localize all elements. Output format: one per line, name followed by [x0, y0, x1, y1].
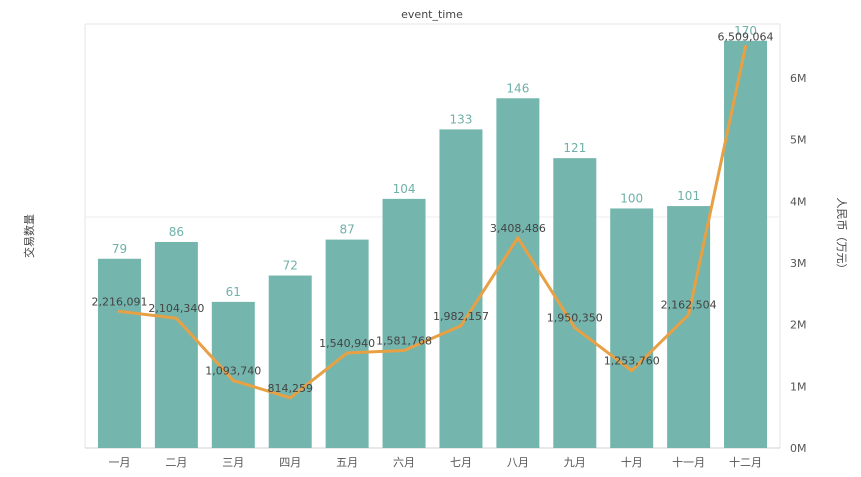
line-point	[288, 396, 292, 400]
y-right-tick-label: 2M	[790, 319, 807, 332]
x-tick-label: 三月	[222, 456, 244, 469]
bar-value-label: 146	[506, 81, 529, 95]
line-value-label: 1,982,157	[433, 310, 489, 323]
line-value-label: 6,509,064	[718, 31, 774, 44]
bar-value-label: 104	[393, 182, 416, 196]
bar-value-label: 101	[677, 189, 700, 203]
bar-value-label: 170	[734, 24, 757, 38]
bar	[325, 239, 369, 448]
line-value-label: 1,950,350	[547, 312, 603, 325]
line-value-label: 2,216,091	[91, 295, 147, 308]
line-value-label: 3,408,486	[490, 222, 546, 235]
line-point	[516, 236, 520, 240]
line-point	[345, 351, 349, 355]
x-tick-label: 十一月	[672, 455, 705, 469]
line-value-label: 1,093,740	[205, 365, 261, 378]
bar	[724, 40, 768, 448]
y-right-tick-label: 3M	[790, 257, 807, 270]
bar	[382, 198, 426, 448]
chart-title: event_time	[401, 8, 463, 21]
y-right-tick-label: 4M	[790, 195, 807, 208]
bar-value-label: 61	[226, 285, 241, 299]
x-tick-label: 五月	[336, 456, 358, 469]
y-right-tick-label: 0M	[790, 442, 807, 455]
bar-value-label: 121	[563, 141, 586, 155]
bar	[268, 275, 312, 448]
line-value-label: 1,581,768	[376, 334, 432, 347]
bar-value-label: 133	[450, 112, 473, 126]
line-value-label: 2,104,340	[148, 302, 204, 315]
line-value-label: 1,540,940	[319, 337, 375, 350]
bar-value-label: 79	[112, 242, 127, 256]
x-tick-label: 二月	[165, 456, 187, 469]
line-point	[687, 313, 691, 317]
line-point	[573, 326, 577, 330]
x-tick-label: 六月	[393, 456, 415, 469]
bar-value-label: 72	[283, 259, 298, 273]
bar	[496, 98, 540, 448]
x-tick-label: 七月	[450, 456, 472, 469]
y-left-axis-title: 交易数量	[22, 214, 36, 258]
line-point	[630, 369, 634, 373]
y-right-axis-title: 人民币（万元）	[835, 198, 848, 275]
y-right-tick-label: 1M	[790, 380, 807, 393]
bar-value-label: 87	[339, 223, 354, 237]
bar	[610, 208, 654, 448]
y-right-tick-label: 5M	[790, 134, 807, 147]
line-value-label: 814,259	[267, 382, 313, 395]
x-tick-label: 十月	[621, 455, 643, 469]
line-value-label: 1,253,760	[604, 355, 660, 368]
x-tick-label: 九月	[564, 456, 586, 469]
line-series	[117, 45, 748, 400]
line-point	[402, 348, 406, 352]
line-point	[231, 379, 235, 383]
x-tick-label: 四月	[279, 456, 301, 469]
line-point	[744, 45, 748, 49]
y-right-tick-label: 6M	[790, 72, 807, 85]
line-value-label: 2,162,504	[661, 299, 717, 312]
x-tick-label: 一月	[108, 456, 130, 469]
x-tick-label: 十二月	[729, 455, 762, 469]
bar-value-label: 100	[620, 191, 643, 205]
line-point	[174, 316, 178, 320]
line-point	[117, 309, 121, 313]
bar	[439, 129, 483, 448]
bar	[154, 241, 198, 448]
x-tick-label: 八月	[507, 456, 529, 469]
line-point	[459, 324, 463, 328]
bar	[211, 301, 255, 448]
bar	[97, 258, 141, 448]
bar-value-label: 86	[169, 225, 184, 239]
